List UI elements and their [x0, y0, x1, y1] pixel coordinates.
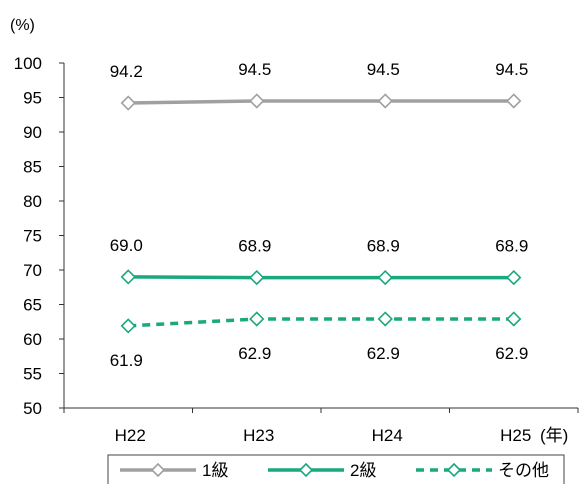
y-axis-unit-label: (%) [10, 17, 35, 34]
y-tick-label: 80 [23, 192, 42, 211]
series-line [128, 99, 514, 105]
data-label: 94.5 [238, 60, 271, 79]
y-tick-label: 95 [23, 89, 42, 108]
y-tick-label: 55 [23, 365, 42, 384]
x-tick-label: H24 [372, 426, 403, 445]
data-point-marker [249, 93, 265, 109]
data-point-marker [377, 311, 393, 327]
series-1: 94.2 94.5 94.5 94.5 [110, 60, 528, 111]
data-label: 94.5 [495, 60, 528, 79]
data-label: 68.9 [495, 237, 528, 256]
data-point-marker [120, 318, 136, 334]
series-2: 69.0 68.9 68.9 68.9 [110, 236, 528, 286]
legend-label: その他 [498, 461, 549, 480]
data-point-marker [506, 269, 522, 286]
data-point-marker [506, 311, 522, 327]
x-tick-label: H23 [243, 426, 274, 445]
x-axis-ticks: H22 H23 H24 H25 [63, 408, 579, 445]
data-label: 62.9 [495, 344, 528, 363]
data-label: 68.9 [238, 237, 271, 256]
data-label: 62.9 [238, 344, 271, 363]
legend-marker [298, 462, 314, 478]
y-axis-ticks: 50 55 60 65 70 75 80 85 90 95 100 [14, 54, 64, 418]
data-label: 68.9 [367, 237, 400, 256]
data-label: 94.2 [110, 62, 143, 81]
y-tick-label: 75 [23, 227, 42, 246]
data-point-marker [120, 269, 136, 285]
data-point-marker [377, 93, 393, 109]
series-line [128, 317, 514, 328]
data-point-marker [120, 95, 136, 111]
series-line [128, 275, 514, 280]
y-tick-label: 100 [14, 54, 42, 73]
legend-marker [150, 462, 166, 478]
legend-label: 2級 [350, 461, 376, 480]
y-tick-label: 85 [23, 158, 42, 177]
x-tick-label: H25 [500, 426, 531, 445]
data-point-marker [249, 269, 265, 286]
data-label: 61.9 [110, 351, 143, 370]
series-layer: 94.2 94.5 94.5 94.5 69.0 68.9 68.9 68.9 61.9 62.9… [110, 60, 529, 370]
data-label: 62.9 [367, 344, 400, 363]
series-3: 61.9 62.9 62.9 62.9 [110, 311, 528, 370]
y-tick-label: 70 [23, 261, 42, 280]
y-tick-label: 50 [23, 399, 42, 418]
data-point-marker [377, 269, 393, 286]
legend-label: 1級 [202, 461, 228, 480]
legend: 1級 2級 その他 [107, 454, 565, 484]
x-axis-unit-label: (年) [540, 426, 568, 445]
legend-marker [446, 462, 462, 478]
data-point-marker [249, 311, 265, 327]
data-label: 69.0 [110, 236, 143, 255]
data-label: 94.5 [367, 60, 400, 79]
x-tick-label: H22 [115, 426, 146, 445]
y-tick-label: 90 [23, 123, 42, 142]
y-tick-label: 65 [23, 296, 42, 315]
data-point-marker [506, 93, 522, 109]
y-tick-label: 60 [23, 330, 42, 349]
